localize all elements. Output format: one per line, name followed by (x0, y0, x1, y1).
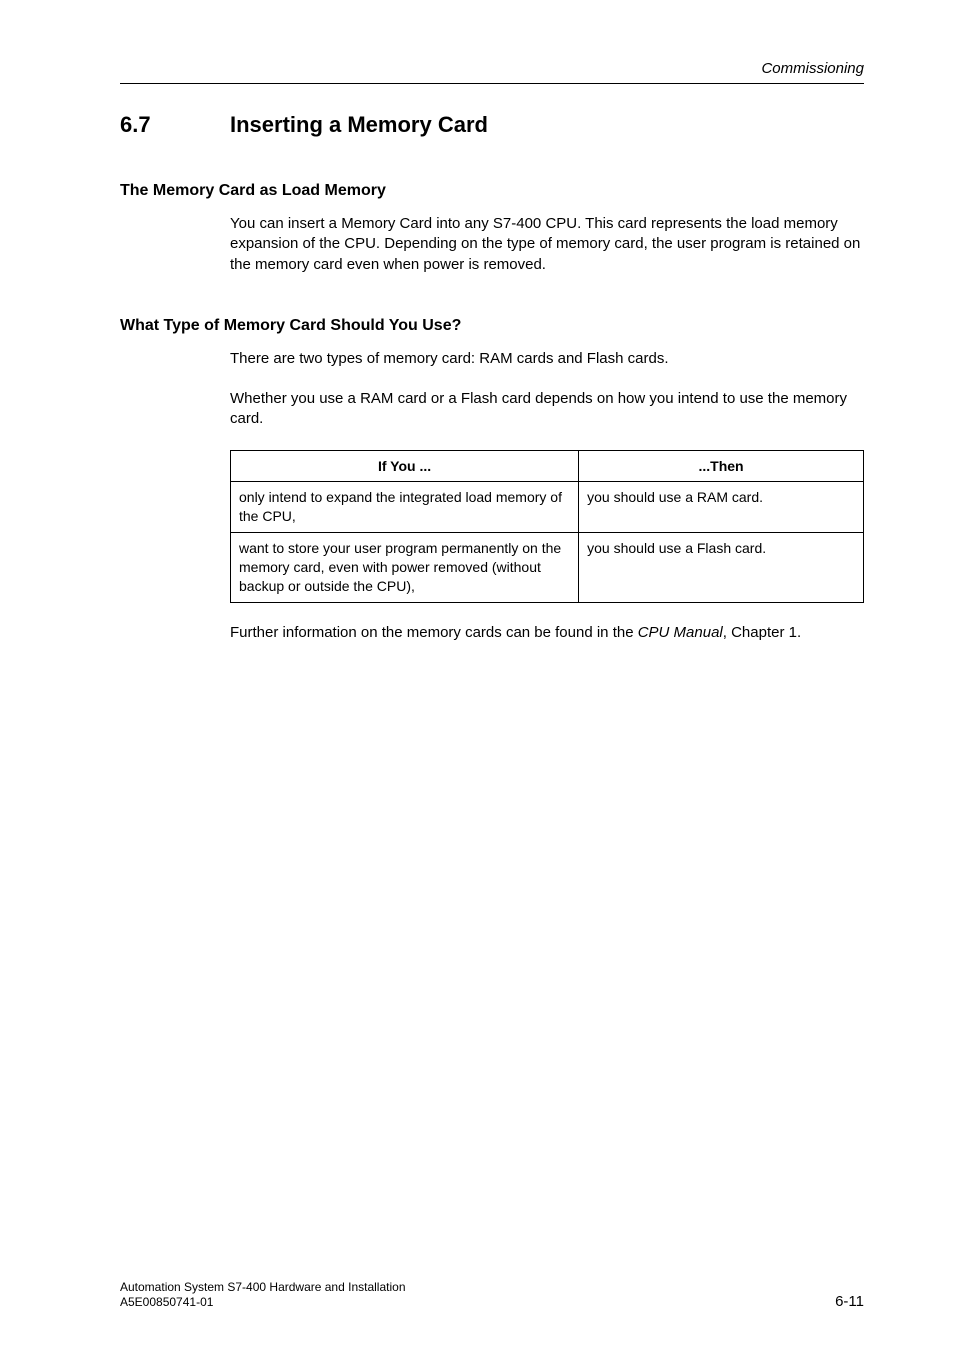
closing-post: , Chapter 1. (723, 624, 801, 641)
para-load-memory: You can insert a Memory Card into any S7… (230, 214, 864, 275)
footer-left: Automation System S7-400 Hardware and In… (120, 1280, 406, 1310)
table-cell-if: want to store your user program permanen… (231, 533, 579, 603)
subheading-card-type: What Type of Memory Card Should You Use? (120, 317, 864, 335)
footer-doc-title: Automation System S7-400 Hardware and In… (120, 1280, 406, 1295)
closing-pre: Further information on the memory cards … (230, 624, 638, 641)
top-rule (120, 83, 864, 84)
para-further-info: Further information on the memory cards … (230, 623, 864, 643)
table-cell-then: you should use a RAM card. (579, 482, 864, 533)
footer-page-number: 6-11 (835, 1293, 864, 1310)
section-number: 6.7 (120, 112, 230, 138)
table-row: want to store your user program permanen… (231, 533, 864, 603)
page-footer: Automation System S7-400 Hardware and In… (120, 1280, 864, 1310)
subheading-load-memory: The Memory Card as Load Memory (120, 182, 864, 200)
section-heading: 6.7 Inserting a Memory Card (120, 112, 864, 138)
table-cell-if: only intend to expand the integrated loa… (231, 482, 579, 533)
table-head-then: ...Then (579, 450, 864, 482)
footer-doc-id: A5E00850741-01 (120, 1295, 406, 1310)
table-cell-then: you should use a Flash card. (579, 533, 864, 603)
closing-italic: CPU Manual (638, 624, 723, 641)
decision-table: If You ... ...Then only intend to expand… (230, 450, 864, 603)
running-head: Commissioning (120, 60, 864, 77)
table-header-row: If You ... ...Then (231, 450, 864, 482)
para-card-types: There are two types of memory card: RAM … (230, 349, 864, 369)
table-row: only intend to expand the integrated loa… (231, 482, 864, 533)
para-card-choice: Whether you use a RAM card or a Flash ca… (230, 389, 864, 430)
table-head-if: If You ... (231, 450, 579, 482)
section-title: Inserting a Memory Card (230, 112, 488, 138)
